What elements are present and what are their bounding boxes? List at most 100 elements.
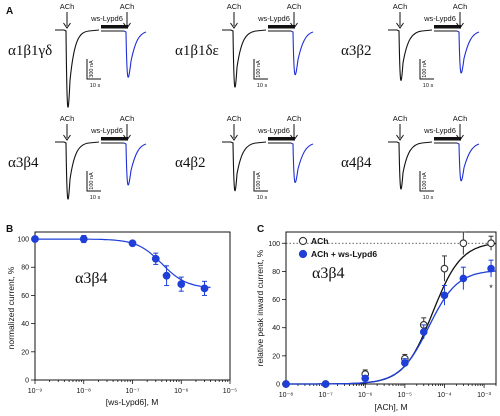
scale-current-label: 100 nA (422, 172, 428, 190)
ach-arrow-head (230, 22, 238, 29)
scale-current-label: 100 nA (422, 60, 428, 78)
data-point (31, 235, 39, 243)
data-point-ach-lypd6 (282, 380, 290, 388)
data-point (177, 280, 186, 289)
x-axis-label-b: [ws-Lypd6], M (106, 397, 159, 407)
receptor-annotation-b: α3β4 (75, 270, 108, 287)
y-tick-label: 100 (268, 241, 280, 248)
scale-current-label: 300 nA (89, 60, 95, 78)
ach-arrow-label: ACh (287, 2, 302, 11)
x-tick-label: 10⁻⁸ (279, 392, 293, 399)
scale-time-label: 10 s (90, 83, 101, 89)
ws-lypd6-current-trace (290, 30, 314, 76)
data-point-ach-lypd6 (459, 274, 468, 283)
ach-arrow-head (63, 22, 71, 29)
trace-cell: α1β1δε ACh ws-Lypd6 ACh 100 nA 10 s (175, 2, 314, 89)
panel-label-b: B (6, 224, 13, 235)
ach-arrow-label: ACh (453, 114, 468, 123)
control-current-trace (55, 29, 100, 108)
plot-frame-c (285, 231, 497, 385)
ws-lypd6-label: ws-Lypd6 (257, 14, 290, 23)
ach-arrow-label: ACh (287, 114, 302, 123)
control-current-trace (55, 141, 100, 200)
plot-area-b: 10⁻⁹ 10⁻⁸ 10⁻⁷ 10⁻⁶ 10⁻⁵ 0 20 40 60 80 100 (17, 235, 237, 395)
panel-label-a: A (6, 6, 13, 17)
data-point (200, 284, 209, 293)
ws-lypd6-current-trace (123, 30, 147, 78)
y-tick-label: 40 (272, 325, 280, 332)
ach-arrow-head (456, 134, 464, 141)
trace-cell: α4β2 ACh ws-Lypd6 ACh 100 nA 10 s (175, 114, 314, 201)
receptor-name: α1β1γδ (8, 43, 52, 59)
fit-curve (35, 238, 211, 288)
ach-arrow-label: ACh (227, 2, 242, 11)
y-tick-label: 60 (21, 293, 29, 300)
plot-frame-b (34, 231, 231, 381)
scale-bar (253, 171, 268, 192)
y-axis-label-b: normalized current, % (6, 266, 16, 349)
receptor-name: α4β4 (341, 155, 372, 171)
ach-arrow-head (396, 134, 404, 141)
scale-time-label: 10 s (257, 83, 268, 89)
legend-marker-ach-lypd6 (298, 249, 308, 259)
scale-time-label: 10 s (423, 195, 434, 201)
control-current-trace (222, 29, 267, 88)
ws-lypd6-bar (101, 25, 128, 29)
data-point-ach-lypd6 (487, 264, 495, 273)
data-point-ach (440, 264, 449, 273)
ws-lypd6-bar (268, 25, 295, 29)
data-point (151, 254, 160, 263)
scale-bar (86, 59, 101, 80)
ach-arrow-head (123, 22, 131, 29)
x-tick-label: 10⁻⁹ (28, 388, 42, 395)
ach-arrow-label: ACh (393, 114, 408, 123)
ws-lypd6-current-trace (290, 142, 314, 183)
ach-arrow-head (230, 134, 238, 141)
x-tick-label: 10⁻⁷ (125, 388, 139, 395)
x-axis-label-c: [ACh], M (374, 402, 407, 412)
trace-grid: α1β1γδ ACh ws-Lypd6 ACh 300 nA 10 s α1β1δε ACh w… (8, 2, 480, 201)
ws-lypd6-bar (101, 137, 128, 141)
ach-arrow-label: ACh (60, 114, 75, 123)
ws-lypd6-current-trace (456, 142, 480, 182)
receptor-name: α1β1δε (175, 43, 219, 59)
control-current-trace (222, 141, 267, 192)
receptor-name: α3β4 (8, 155, 39, 171)
ws-lypd6-label: ws-Lypd6 (90, 126, 123, 135)
x-tick-label: 10⁻⁷ (319, 392, 333, 399)
scale-time-label: 10 s (423, 83, 434, 89)
ach-arrow-label: ACh (120, 2, 135, 11)
scale-bar (253, 59, 268, 80)
fit-curve-ach-lypd6 (286, 270, 497, 385)
legend-marker-ach (298, 236, 308, 246)
scale-current-label: 100 nA (89, 172, 95, 190)
y-tick-label: 60 (272, 297, 280, 304)
ach-arrow-label: ACh (60, 2, 75, 11)
receptor-name: α4β2 (175, 155, 206, 171)
scale-bar (419, 59, 434, 80)
ach-arrow-head (123, 134, 131, 141)
y-tick-label: 40 (21, 321, 29, 328)
data-point-ach-lypd6 (361, 374, 370, 383)
panel-a: A α1β1γδ ACh ws-Lypd6 ACh 300 nA 10 s α1β1δε AC… (6, 2, 480, 201)
x-tick-label: 10⁻⁶ (174, 388, 188, 395)
data-point (79, 235, 88, 243)
ws-lypd6-bar (434, 25, 461, 29)
significance-marker: * (489, 283, 493, 293)
scale-current-label: 100 nA (256, 60, 262, 78)
receptor-name: α3β2 (341, 43, 372, 59)
y-axis-label-c: relative peak inward current, % (255, 249, 265, 366)
scale-current-label: 100 nA (256, 172, 262, 190)
ach-arrow-head (290, 134, 298, 141)
data-point-ach (459, 239, 468, 248)
y-tick-label: 0 (25, 378, 29, 385)
data-point-ach-lypd6 (401, 359, 409, 367)
ach-arrow-label: ACh (227, 114, 242, 123)
y-tick-label: 80 (272, 269, 280, 276)
trace-cell: α3β4 ACh ws-Lypd6 ACh 100 nA 10 s (8, 114, 147, 201)
ach-arrow-head (290, 22, 298, 29)
scale-bar (86, 171, 101, 192)
legend-label-ach-lypd6: ACh + ws-Lypd6 (311, 249, 377, 259)
trace-cell: α4β4 ACh ws-Lypd6 ACh 100 nA 10 s (341, 114, 480, 201)
y-tick-label: 0 (276, 382, 280, 389)
